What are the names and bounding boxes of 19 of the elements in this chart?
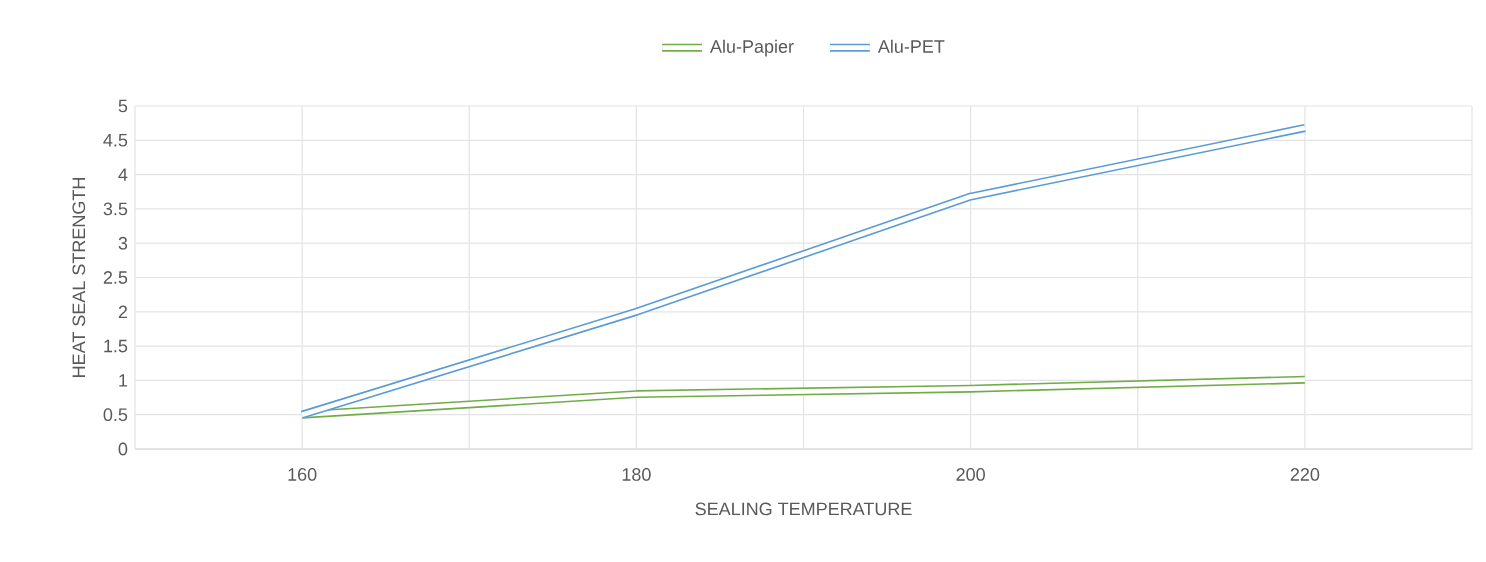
y-tick-label: 3.5 (103, 202, 128, 216)
x-tick-label: 220 (1290, 468, 1320, 481)
y-axis-title: HEAT SEAL STRENGTH (72, 178, 86, 377)
legend-label: Alu-PET (877, 39, 945, 53)
y-tick-label: 3 (118, 236, 128, 250)
y-tick-label: 4.5 (103, 134, 128, 147)
y-tick-label: 2.5 (103, 271, 128, 284)
y-tick-label: 0.5 (103, 408, 128, 422)
x-axis-title: SEALING TEMPERATURE (695, 502, 912, 516)
y-tick-label: 1 (119, 374, 128, 387)
y-tick-label: 0 (118, 442, 128, 456)
x-tick-label: 180 (622, 468, 651, 481)
y-tick-label: 4 (118, 168, 128, 181)
y-tick-label: 1.5 (104, 339, 128, 353)
y-tick-label: 5 (118, 99, 128, 113)
x-tick-label: 200 (956, 468, 985, 481)
y-tick-label: 2 (118, 305, 128, 319)
x-tick-label: 160 (288, 468, 317, 481)
legend-label: Alu-Papier (710, 39, 794, 57)
